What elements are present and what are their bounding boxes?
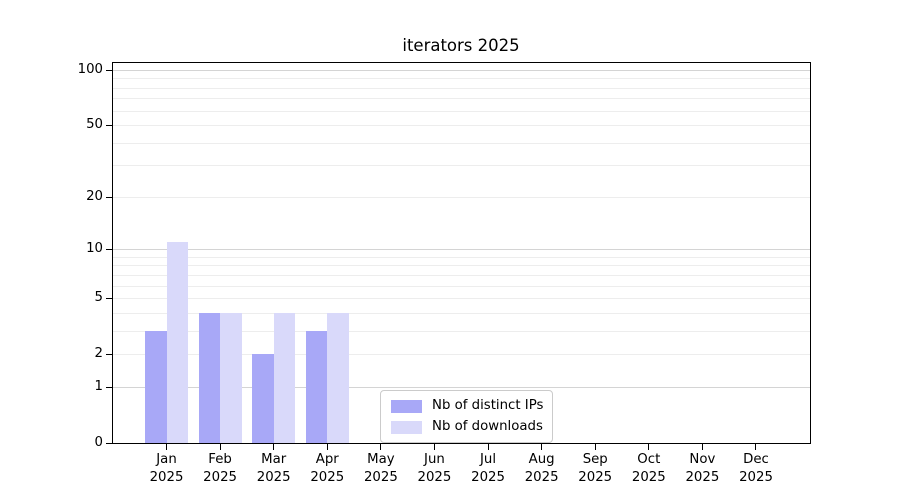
- gridline-minor: [113, 196, 810, 198]
- legend-swatch-downloads: [391, 420, 422, 434]
- bar-distinct-ips-jan: [145, 330, 167, 443]
- gridline-minor: [113, 285, 810, 287]
- gridline-major: [113, 249, 810, 251]
- bar-downloads-feb: [220, 312, 242, 443]
- legend-item-downloads: Nb of downloads: [391, 419, 543, 435]
- x-tick-mark: [648, 444, 650, 450]
- x-tick-label-jun: Jun 2025: [417, 452, 452, 485]
- legend: Nb of distinct IPs Nb of downloads: [380, 390, 554, 443]
- gridline-minor: [113, 265, 810, 267]
- gridline-minor: [113, 298, 810, 300]
- x-tick-label-feb: Feb 2025: [203, 452, 237, 485]
- x-tick-mark: [273, 444, 275, 450]
- x-tick-mark: [701, 444, 703, 450]
- legend-label-distinct-ips: Nb of distinct IPs: [432, 398, 544, 413]
- y-tick-label-100: 100: [77, 62, 103, 77]
- gridline-minor: [113, 354, 810, 356]
- bar-distinct-ips-apr: [305, 330, 328, 443]
- x-tick-mark: [594, 444, 596, 450]
- y-tick-mark: [106, 298, 112, 300]
- y-tick-label-1: 1: [94, 378, 103, 394]
- x-tick-label-sep: Sep 2025: [578, 452, 613, 485]
- gridline-minor: [113, 330, 810, 332]
- bar-downloads-jan: [166, 242, 188, 443]
- y-tick-label-20: 20: [86, 188, 103, 204]
- gridline-minor: [113, 125, 810, 127]
- gridline-minor: [113, 98, 810, 100]
- x-tick-mark: [541, 444, 543, 450]
- gridline-minor: [113, 142, 810, 144]
- x-tick-label-may: May 2025: [363, 452, 398, 485]
- x-tick-label-oct: Oct 2025: [631, 452, 666, 485]
- y-tick-label-0: 0: [94, 435, 103, 450]
- y-tick-mark: [106, 443, 112, 444]
- y-tick-label-10: 10: [86, 241, 103, 257]
- y-tick-mark: [106, 125, 112, 127]
- x-tick-label-jan: Jan 2025: [149, 452, 184, 485]
- x-tick-mark: [219, 444, 221, 450]
- x-tick-label-aug: Aug 2025: [524, 452, 559, 485]
- x-tick-mark: [755, 444, 757, 450]
- x-tick-mark: [487, 444, 489, 450]
- y-tick-mark: [106, 249, 112, 251]
- x-tick-mark: [433, 444, 435, 450]
- legend-label-downloads: Nb of downloads: [432, 419, 543, 434]
- gridline-major: [113, 70, 810, 71]
- y-tick-label-50: 50: [86, 117, 103, 133]
- x-tick-label-nov: Nov 2025: [685, 452, 720, 485]
- gridline-minor: [113, 312, 810, 314]
- x-tick-label-apr: Apr 2025: [310, 452, 345, 485]
- legend-item-distinct-ips: Nb of distinct IPs: [391, 398, 543, 414]
- y-tick-label-5: 5: [94, 290, 103, 306]
- y-tick-mark: [106, 196, 112, 198]
- x-tick-mark: [380, 444, 382, 450]
- chart-title: iterators 2025: [402, 36, 520, 55]
- bar-downloads-mar: [273, 312, 296, 443]
- x-tick-mark: [326, 444, 328, 450]
- gridline-minor: [113, 78, 810, 80]
- x-tick-label-dec: Dec 2025: [739, 452, 773, 485]
- legend-swatch-distinct-ips: [391, 399, 422, 413]
- bar-distinct-ips-feb: [198, 312, 221, 443]
- bar-downloads-apr: [327, 312, 349, 443]
- x-tick-label-mar: Mar 2025: [256, 452, 291, 485]
- gridline-minor: [113, 274, 810, 276]
- y-tick-mark: [106, 386, 112, 388]
- gridline-minor: [113, 110, 810, 112]
- gridline-minor: [113, 256, 810, 258]
- y-tick-label-2: 2: [94, 346, 103, 362]
- gridline-major: [113, 386, 810, 388]
- plot-area: 100 50 20 10 5 2 1 0 Dec 2025 Nov 2025 Oct 2025 Sep…: [78, 62, 811, 485]
- gridline-minor: [113, 87, 810, 89]
- x-tick-mark: [166, 444, 167, 450]
- y-tick-mark: [106, 70, 112, 71]
- gridline-minor: [113, 165, 810, 167]
- y-tick-mark: [106, 354, 112, 356]
- x-tick-label-jul: Jul 2025: [471, 452, 505, 485]
- bar-distinct-ips-mar: [252, 354, 274, 443]
